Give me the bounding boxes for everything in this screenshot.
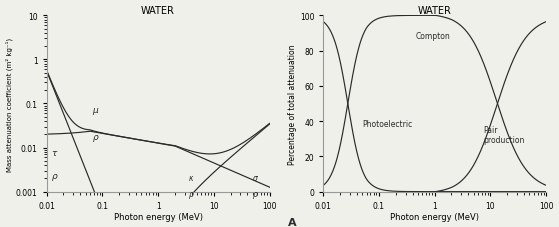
Text: $\kappa$: $\kappa$ (188, 173, 195, 182)
Text: A: A (288, 217, 296, 227)
Text: $\rho$: $\rho$ (51, 171, 59, 182)
Title: WATER: WATER (141, 5, 175, 15)
Y-axis label: Percentage of total attenuation: Percentage of total attenuation (288, 44, 297, 164)
X-axis label: Photon energy (MeV): Photon energy (MeV) (390, 212, 479, 222)
X-axis label: Photon energy (MeV): Photon energy (MeV) (113, 212, 202, 222)
Y-axis label: Mass attenuation coefficient (m² kg⁻¹): Mass attenuation coefficient (m² kg⁻¹) (6, 37, 13, 171)
Text: $\rho$: $\rho$ (252, 189, 258, 200)
Text: $\sigma$: $\sigma$ (252, 173, 259, 182)
Text: Photoelectric: Photoelectric (362, 120, 413, 129)
Text: $\tau$: $\tau$ (51, 149, 59, 158)
Title: WATER: WATER (418, 5, 452, 15)
Text: $\mu$: $\mu$ (92, 106, 99, 116)
Text: $\rho$: $\rho$ (188, 189, 195, 200)
Text: $\rho$: $\rho$ (92, 133, 99, 144)
Text: Pair
production: Pair production (484, 125, 525, 145)
Text: Compton: Compton (415, 32, 450, 41)
